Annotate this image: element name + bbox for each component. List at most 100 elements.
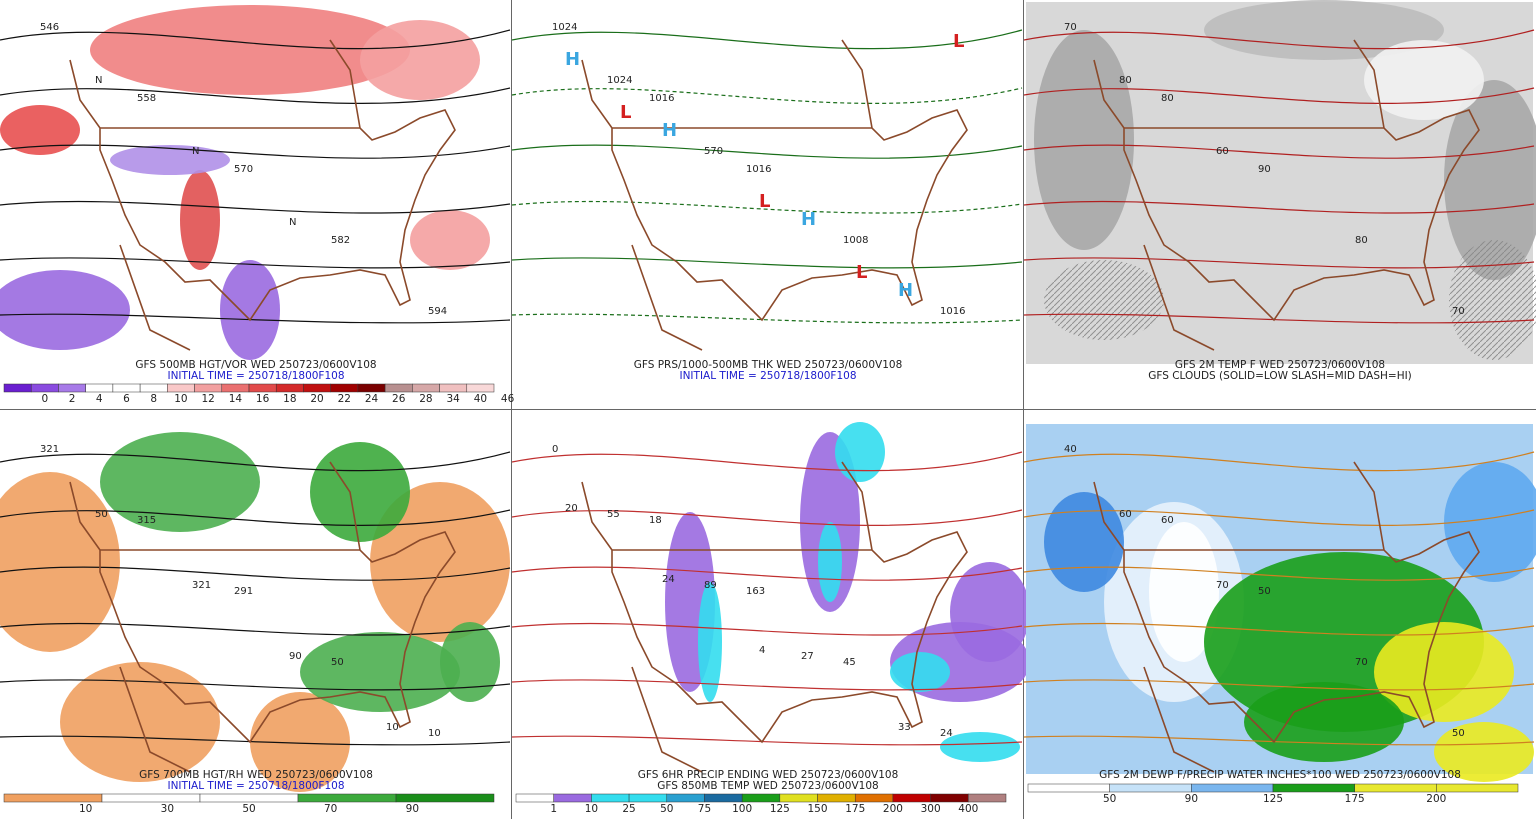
shaded-area [360,20,480,100]
legend-swatch [112,383,141,393]
contour [1023,509,1535,526]
contour [1023,622,1535,636]
legend-swatch [1436,783,1519,793]
contour [511,313,1023,324]
shaded-area [818,522,842,602]
caption: GFS 500MB HGT/VOR WED 250723/0600V108 [135,359,376,371]
map-label: 80 [1119,75,1132,86]
shaded-area [370,482,510,642]
contour [0,679,511,691]
contour [511,200,1023,214]
map-label: L [953,31,964,52]
legend-swatch [854,793,894,803]
legend-swatch [553,793,592,803]
shaded-area [310,442,410,542]
contour [1023,257,1535,269]
legend-swatch [194,383,223,393]
legend-label: 75 [698,803,711,815]
caption: INITIAL TIME = 250718/1800F108 [679,370,856,382]
legend-label: 1 [550,803,557,815]
contour [0,29,511,50]
legend-label: 18 [283,393,296,405]
shaded-area [410,210,490,270]
legend-label: 16 [256,393,270,405]
map-label: L [856,262,867,283]
legend-swatch [628,793,668,803]
shaded-area [835,422,885,482]
map-label: 90 [1258,164,1271,175]
contour [1023,735,1535,746]
shaded-area [110,145,230,175]
map-label: H [662,120,677,141]
map-label: H [898,280,913,301]
legend-label: 2 [69,393,76,405]
legend-label: 70 [324,803,337,815]
shaded-area [1044,260,1164,340]
map-area [514,424,1021,774]
legend-swatch [591,793,630,803]
legend-label: 6 [123,393,130,405]
legend-label: 12 [201,393,214,405]
map-label: 570 [704,146,723,157]
legend-swatch [439,383,468,393]
contour [511,622,1023,636]
legend-swatch [1354,783,1437,793]
legend-swatch [58,383,86,393]
panel: 40 60 50 70 50 60 70 GFS 2M DEWP F/PRECIP WATER… [1023,424,1536,805]
map-label: 50 [95,509,108,520]
map-label: N [289,217,296,228]
map-label: 70 [1452,306,1465,317]
legend-swatch [930,793,969,803]
map-label: 50 [331,657,344,668]
map-label: 80 [1355,235,1368,246]
shaded-area [1044,492,1124,592]
legend-swatch [741,793,781,803]
legend-swatch [892,793,931,803]
map-label: 558 [137,93,156,104]
contour [511,679,1023,691]
legend-swatch [666,793,705,803]
legend-swatch [85,383,114,393]
panel: 70 80 90 80 70 80 60 GFS 2M TEMP F WED 250723/0… [1023,0,1536,382]
panel: 546 558 570 582 594 N N N GFS 500MB HGT/VOR WED … [0,2,515,405]
shaded-area [180,170,220,270]
contour [511,29,1023,50]
legend-label: 25 [622,803,635,815]
contour [0,87,511,104]
legend-label: 30 [161,803,174,815]
map-label: L [620,102,631,123]
contour [1023,313,1535,324]
contour [511,509,1023,526]
map-label: 594 [428,306,447,317]
contour [0,257,511,269]
panel: 321 315 291 50 10 50 321 90 10 GFS 700MB HGT/RH W… [0,424,511,815]
contour [1023,87,1535,104]
shaded-area [440,622,500,702]
legend-label: 150 [808,803,828,815]
shaded-area [1364,40,1484,120]
legend-swatch [1109,783,1192,793]
legend-label: 100 [732,803,752,815]
contour [1023,679,1535,691]
legend-label: 28 [419,393,432,405]
legend-swatch [221,383,250,393]
shaded-area [0,105,80,155]
contour [1023,200,1535,214]
shaded-area [698,582,722,702]
legend-swatch [330,383,359,393]
map-label: 55 [607,509,620,520]
legend-label: 10 [79,803,92,815]
map-label: 24 [662,574,675,585]
map-label: 50 [1258,586,1271,597]
caption: GFS 700MB HGT/RH WED 250723/0600V108 [139,769,373,781]
map-label: 40 [1064,444,1077,455]
legend-label: 125 [770,803,790,815]
legend-label: 200 [883,803,903,815]
map-label: 18 [649,515,662,526]
map-label: 1016 [746,164,771,175]
legend-label: 4 [96,393,103,405]
legend-swatch [384,383,413,393]
shaded-area [1444,462,1536,582]
